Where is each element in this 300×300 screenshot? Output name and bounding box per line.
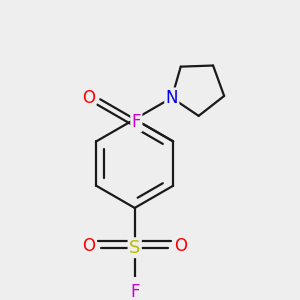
Text: F: F [130, 283, 140, 300]
Text: O: O [82, 89, 95, 107]
Text: O: O [174, 237, 187, 255]
Text: S: S [129, 239, 140, 257]
Text: F: F [132, 113, 141, 131]
Text: O: O [82, 237, 95, 255]
Text: N: N [166, 89, 178, 107]
